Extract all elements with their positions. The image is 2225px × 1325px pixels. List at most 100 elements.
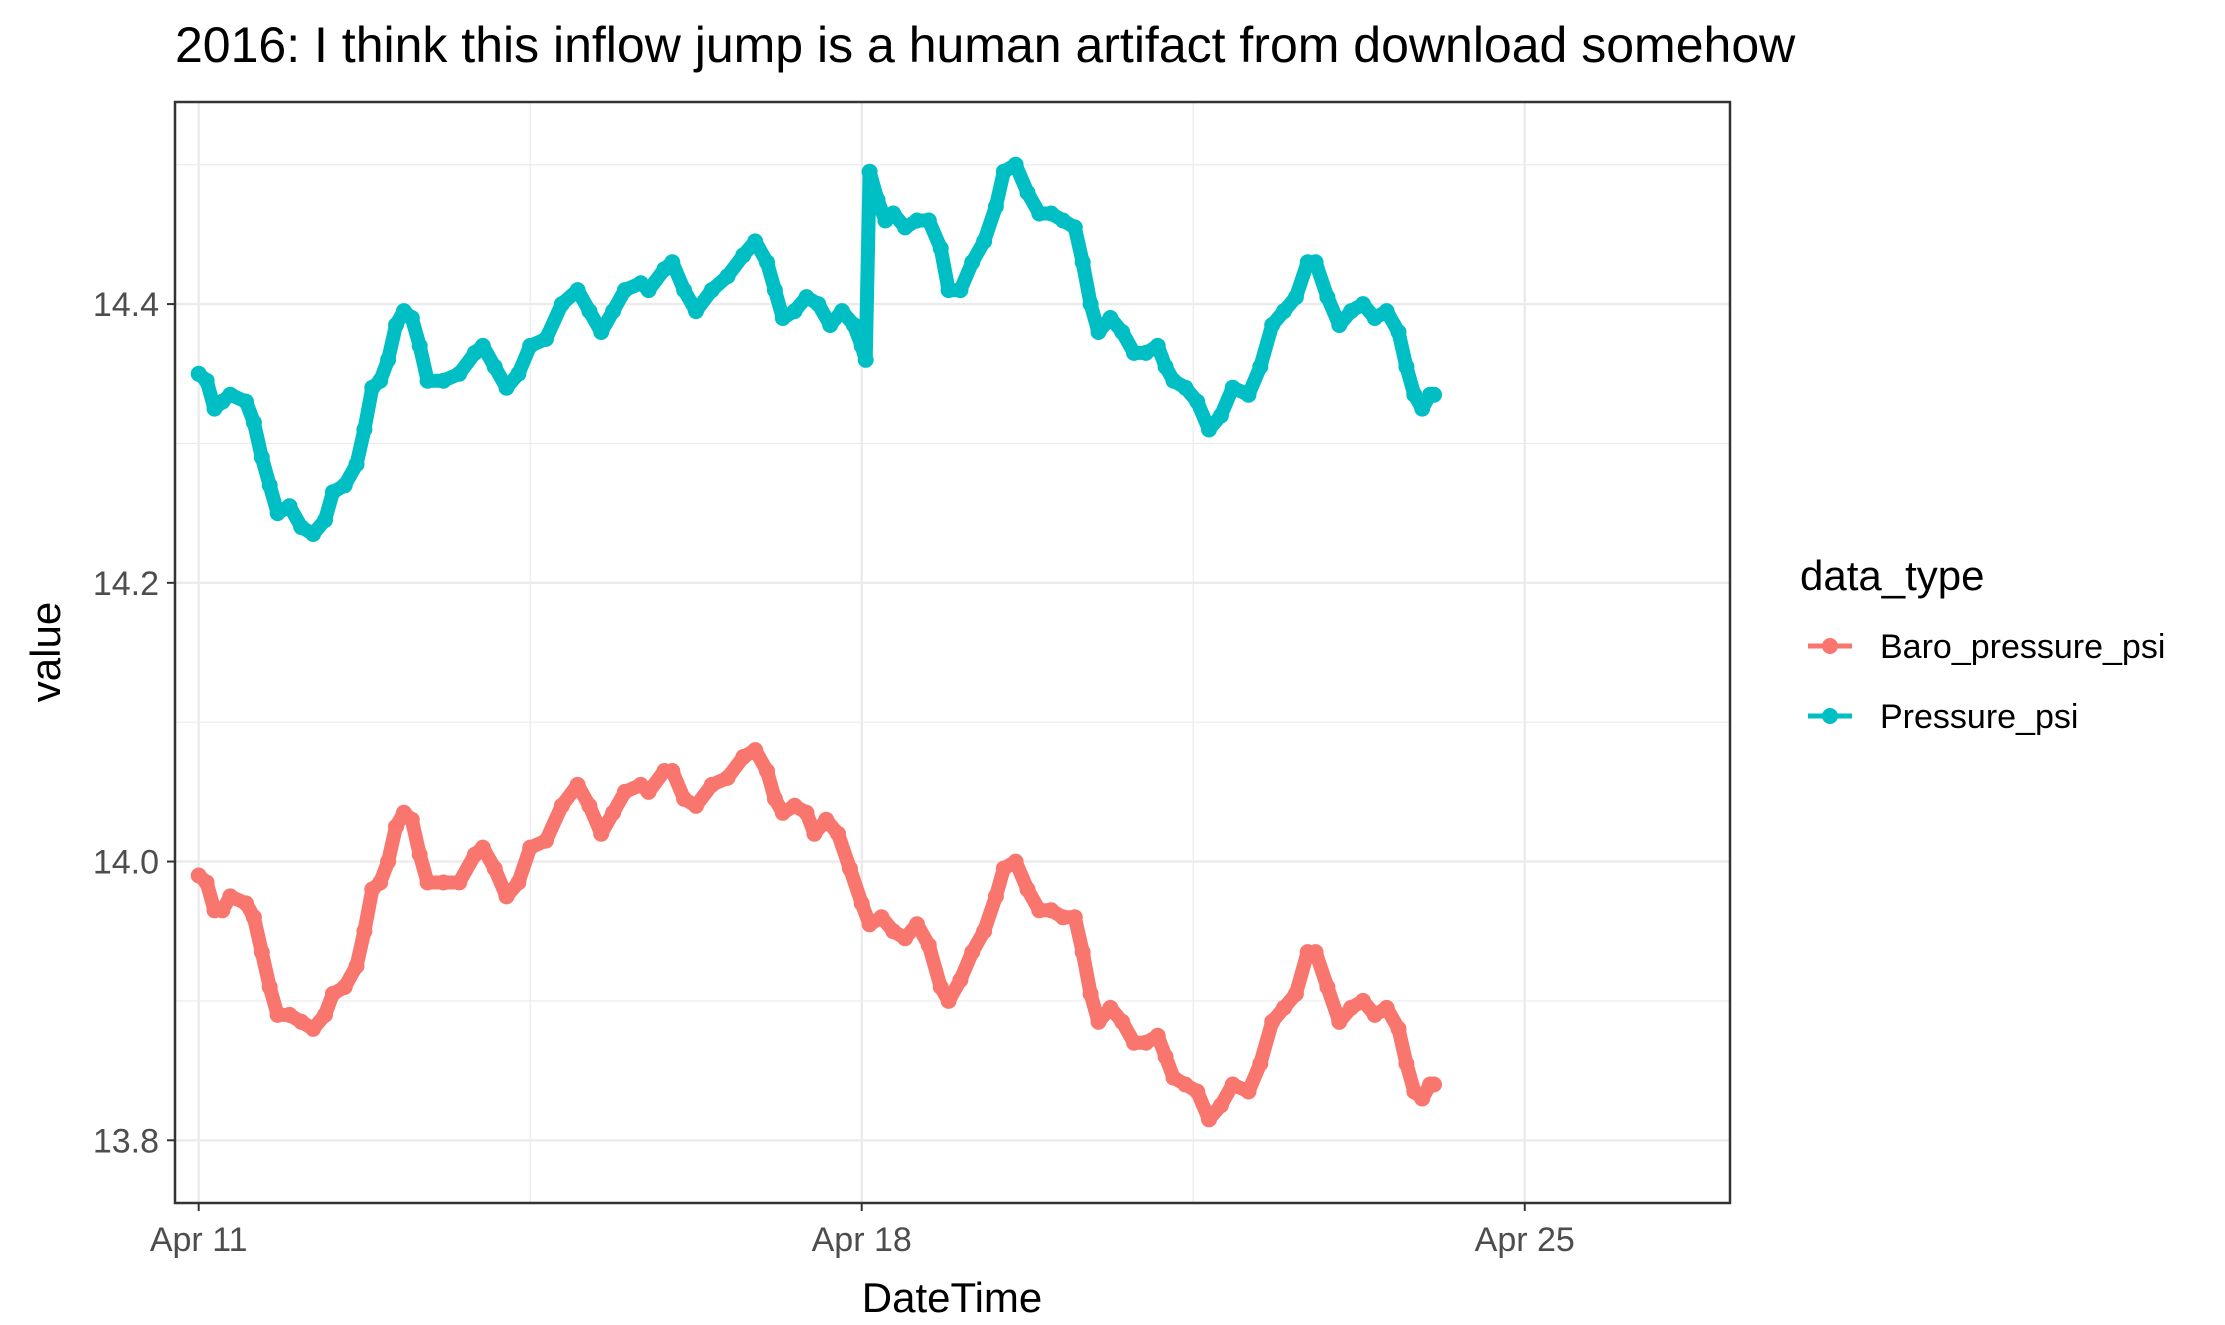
plot-panel [173,100,1732,1205]
data-point-baro-pressure-psi [964,944,981,961]
data-point-pressure-psi [451,365,468,382]
data-point-baro-pressure-psi [1082,985,1099,1002]
data-point-pressure-psi [1319,289,1336,306]
data-point-baro-pressure-psi [1019,881,1036,898]
data-point-baro-pressure-psi [766,790,783,807]
data-point-pressure-psi [688,303,704,320]
data-point-baro-pressure-psi [324,985,341,1002]
data-point-pressure-psi [538,330,554,347]
y-axis: 13.8 14.0 14.2 14.4 [93,286,175,1160]
data-point-baro-pressure-psi [1307,944,1324,961]
y-tick-label: 14.4 [93,286,159,324]
data-series [190,156,1442,1128]
data-point-baro-pressure-psi [1426,1076,1442,1093]
data-point-baro-pressure-psi [995,860,1012,877]
series-baro-pressure-psi [190,742,1442,1128]
data-point-baro-pressure-psi [1414,1090,1431,1107]
data-point-baro-pressure-psi [1366,1006,1383,1023]
data-point-baro-pressure-psi [1252,1055,1269,1072]
data-point-baro-pressure-psi [1074,944,1091,961]
x-tick-label: Apr 25 [1475,1221,1575,1259]
data-point-baro-pressure-psi [798,804,815,821]
data-point-baro-pressure-psi [1157,1048,1174,1065]
data-point-pressure-psi [1406,386,1423,403]
data-point-pressure-psi [834,303,850,320]
data-point-pressure-psi [1264,317,1281,333]
data-point-pressure-psi [1390,324,1407,340]
data-point-baro-pressure-psi [1126,1034,1142,1051]
data-point-baro-pressure-psi [356,923,373,940]
data-point-pressure-psi [845,317,862,333]
data-point-baro-pressure-psi [1212,1097,1229,1114]
legend-label-baro: Baro_pressure_psi [1880,628,2165,666]
data-point-baro-pressure-psi [293,1013,310,1030]
data-point-baro-pressure-psi [1319,979,1336,995]
data-point-baro-pressure-psi [269,1006,286,1023]
data-point-pressure-psi [305,526,322,542]
y-tick-label: 13.8 [93,1122,159,1160]
data-point-baro-pressure-psi [806,825,823,842]
data-point-baro-pressure-psi [664,763,681,779]
data-point-pressure-psi [435,372,452,389]
data-point-pressure-psi [1055,212,1071,229]
data-point-pressure-psi [348,456,365,473]
data-point-baro-pressure-psi [1149,1027,1166,1044]
data-point-baro-pressure-psi [747,742,764,759]
data-point-pressure-psi [920,212,937,229]
data-point-baro-pressure-psi [510,874,527,891]
data-point-baro-pressure-psi [238,895,254,912]
data-point-pressure-psi [909,212,925,229]
data-point-pressure-psi [735,247,752,264]
plot-background [175,102,1730,1203]
data-point-pressure-psi [336,477,353,494]
data-point-baro-pressure-psi [1137,1034,1154,1051]
data-point-pressure-psi [640,282,657,299]
data-point-pressure-psi [861,163,878,180]
data-point-pressure-psi [897,219,914,236]
y-axis-label: value [22,602,69,702]
data-point-baro-pressure-psi [909,916,925,933]
data-point-baro-pressure-psi [1224,1076,1241,1093]
data-point-pressure-psi [522,337,539,354]
data-point-pressure-psi [1031,205,1048,222]
legend-key-point-pressure [1822,708,1838,724]
data-point-pressure-psi [1343,303,1360,320]
data-point-baro-pressure-psi [703,776,720,793]
data-point-baro-pressure-psi [676,790,693,807]
data-point-pressure-psi [1149,337,1166,354]
data-point-baro-pressure-psi [281,1006,298,1023]
data-point-pressure-psi [703,282,720,299]
data-point-baro-pressure-psi [897,930,914,947]
data-point-baro-pressure-psi [719,769,736,786]
data-point-pressure-psi [269,505,286,522]
data-point-pressure-psi [1007,156,1024,173]
data-point-pressure-psi [1276,303,1292,320]
data-point-pressure-psi [1287,289,1304,306]
data-point-baro-pressure-psi [1276,999,1292,1016]
data-point-baro-pressure-psi [640,783,657,800]
data-point-baro-pressure-psi [1264,1013,1281,1030]
data-point-baro-pressure-psi [1114,1013,1131,1030]
data-point-pressure-psi [759,254,775,271]
data-point-baro-pressure-psi [861,916,878,933]
data-point-baro-pressure-psi [569,776,586,793]
data-point-baro-pressure-psi [317,1006,333,1023]
x-axis-label: DateTime [862,1274,1043,1321]
data-point-baro-pressure-psi [688,797,704,814]
legend-item-pressure: Pressure_psi [1808,698,2078,736]
data-point-baro-pressure-psi [214,902,231,919]
data-point-baro-pressure-psi [1240,1083,1257,1100]
data-point-baro-pressure-psi [1007,853,1024,870]
data-point-baro-pressure-psi [198,874,215,891]
data-point-pressure-psi [940,282,957,299]
data-point-pressure-psi [885,205,902,222]
data-point-pressure-psi [995,163,1012,180]
data-point-pressure-psi [798,289,815,306]
data-point-pressure-psi [238,393,254,410]
data-point-pressure-psi [1414,400,1431,417]
data-point-pressure-psi [411,337,428,354]
y-tick-label: 14.0 [93,844,159,882]
data-point-baro-pressure-psi [987,888,1004,905]
data-point-pressure-psi [356,421,373,438]
data-point-pressure-psi [281,498,298,515]
